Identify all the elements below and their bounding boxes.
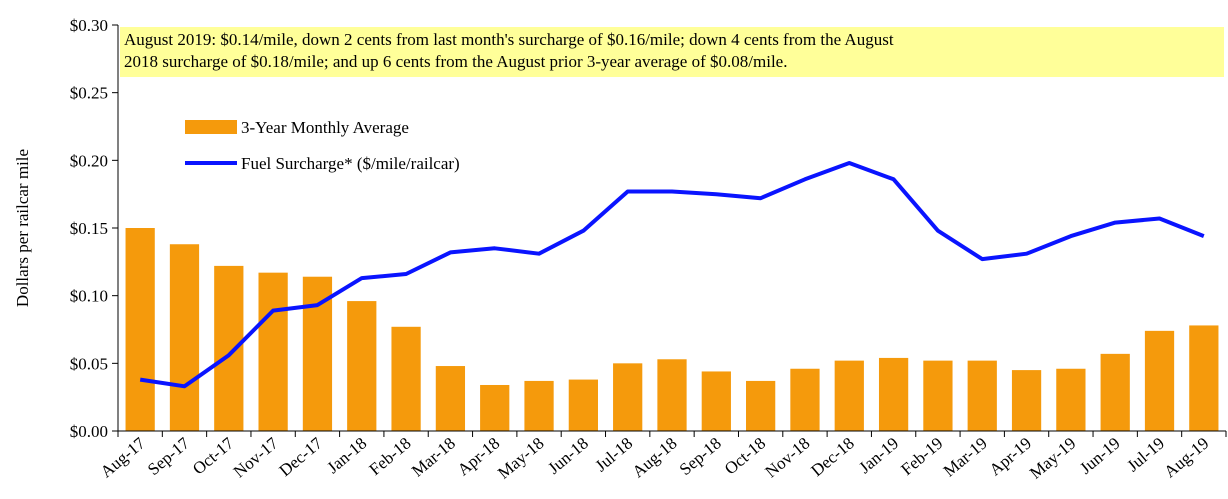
bar: [125, 228, 155, 431]
bar: [878, 357, 909, 431]
x-tick-label: Jun-19: [1076, 434, 1124, 478]
x-tick-label: Mar-18: [408, 434, 459, 481]
x-tick-label: Aug-19: [1160, 434, 1212, 482]
x-tick-label: Feb-18: [366, 434, 415, 480]
y-tick-label: $0.05: [70, 354, 108, 373]
x-tick-label: Oct-18: [721, 434, 769, 479]
bar: [1100, 353, 1130, 431]
x-tick-label: Apr-18: [454, 434, 504, 480]
x-tick-label: May-18: [494, 434, 547, 483]
y-tick-label: $0.20: [70, 151, 108, 170]
bar: [391, 326, 421, 431]
bar: [834, 360, 864, 431]
x-tick-label: Dec-17: [275, 433, 326, 480]
bar: [701, 371, 731, 431]
legend-label: Fuel Surcharge* ($/mile/railcar): [241, 154, 460, 173]
bar: [746, 380, 776, 431]
bar: [435, 366, 466, 431]
bar: [657, 359, 687, 431]
x-tick-label: Feb-19: [897, 434, 946, 480]
x-tick-label: Nov-17: [230, 433, 282, 481]
x-tick-label: Jan-18: [323, 434, 370, 478]
x-tick-label: Sep-18: [676, 434, 725, 480]
bar: [214, 265, 244, 431]
y-tick-label: $0.00: [70, 422, 108, 441]
bar: [613, 363, 643, 431]
x-tick-label: Aug-18: [629, 434, 681, 482]
bar: [524, 380, 554, 431]
x-tick-label: Nov-18: [762, 434, 814, 482]
bar: [967, 360, 997, 431]
y-tick-label: $0.10: [70, 287, 108, 306]
bar: [790, 368, 820, 431]
bar: [480, 384, 510, 431]
bar: [1189, 325, 1219, 431]
y-tick-label: $0.15: [70, 219, 108, 238]
bar: [347, 301, 377, 431]
bar: [1011, 370, 1042, 431]
bar: [568, 379, 598, 431]
bar: [258, 272, 288, 431]
annotation-text: August 2019: $0.14/mile, down 2 cents fr…: [124, 30, 894, 49]
y-tick-label: $0.30: [70, 16, 108, 35]
x-tick-label: Dec-18: [807, 434, 858, 481]
bar: [1144, 330, 1175, 431]
legend-swatch: [185, 120, 237, 134]
annotation-box: [120, 27, 1224, 77]
y-tick-label: $0.25: [70, 84, 108, 103]
x-tick-label: Jan-19: [855, 434, 902, 478]
x-tick-label: Apr-19: [986, 434, 1036, 480]
bar: [302, 276, 333, 431]
bar: [923, 360, 953, 431]
x-tick-label: Jun-18: [544, 434, 592, 478]
y-axis-title: Dollars per railcar mile: [13, 149, 32, 307]
line: [139, 161, 1205, 389]
legend-label: 3-Year Monthly Average: [241, 118, 409, 137]
x-tick-label: Oct-17: [189, 433, 238, 478]
x-tick-label: Mar-19: [940, 434, 991, 481]
x-tick-label: May-19: [1026, 434, 1079, 483]
bar: [169, 244, 200, 431]
x-tick-label: Sep-17: [144, 433, 193, 479]
bar: [1056, 368, 1086, 431]
annotation-text: 2018 surcharge of $0.18/mile; and up 6 c…: [124, 52, 787, 71]
